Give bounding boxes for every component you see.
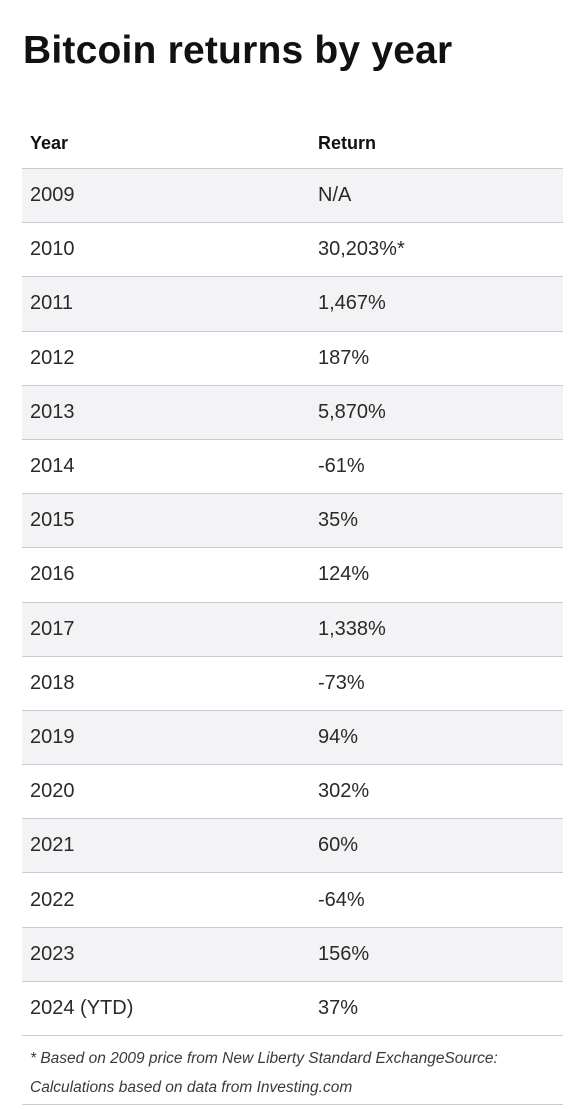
year-cell: 2024 (YTD) — [30, 996, 134, 1019]
return-cell: -73% — [318, 671, 365, 694]
table-row: 2023 156% — [22, 927, 563, 982]
return-cell: 1,338% — [318, 617, 386, 640]
year-cell: 2016 — [30, 563, 75, 586]
year-cell: 2014 — [30, 455, 75, 478]
return-cell: 35% — [318, 509, 359, 532]
return-cell: -64% — [318, 888, 365, 911]
return-cell: 30,203%* — [318, 238, 405, 261]
year-column-header: Year — [30, 132, 69, 153]
footnote: * Based on 2009 price from New Liberty S… — [30, 1050, 498, 1096]
table-row: 2015 35% — [22, 494, 563, 549]
return-cell: N/A — [318, 184, 352, 207]
return-cell: 124% — [318, 563, 370, 586]
return-cell: -61% — [318, 455, 365, 478]
year-cell: 2018 — [30, 671, 75, 694]
table-row: 2009 N/A — [22, 169, 563, 224]
table-row: 2019 94% — [22, 710, 563, 766]
table-row: 2020 302% — [22, 765, 563, 820]
year-cell: 2009 — [30, 184, 75, 207]
return-cell: 1,467% — [318, 292, 386, 315]
year-cell: 2017 — [30, 617, 75, 640]
year-cell: 2010 — [30, 238, 75, 261]
year-cell: 2013 — [30, 400, 75, 423]
table-body: 2009 N/A 2010 30,203%* 2011 1,467% 2012 187% 201… — [22, 169, 563, 1036]
year-cell: 2011 — [30, 292, 74, 315]
return-column-header: Return — [318, 132, 376, 153]
year-cell: 2012 — [30, 346, 75, 369]
table-row: 2024 (YTD) 37% — [22, 982, 563, 1036]
returns-table: Year Return 2009 N/A 2010 30,203%* 2011 1,467… — [22, 118, 563, 1036]
bottom-divider — [22, 1104, 563, 1105]
return-cell: 156% — [318, 942, 370, 965]
return-cell: 94% — [318, 725, 359, 748]
return-cell: 37% — [318, 996, 359, 1019]
table-row: 2010 30,203%* — [22, 223, 563, 278]
table-row: 2013 5,870% — [22, 385, 563, 440]
year-cell: 2022 — [30, 888, 75, 911]
table-row: 2011 1,467% — [22, 277, 563, 332]
return-cell: 60% — [318, 834, 359, 857]
return-cell: 187% — [318, 346, 370, 369]
table-header-row: Year Return — [22, 118, 563, 169]
table-row: 2018 -73% — [22, 657, 563, 711]
table-row: 2022 -64% — [22, 873, 563, 928]
return-cell: 5,870% — [318, 400, 386, 423]
year-cell: 2020 — [30, 780, 75, 803]
year-cell: 2019 — [30, 725, 75, 748]
table-row: 2012 187% — [22, 332, 563, 386]
table-row: 2014 -61% — [22, 440, 563, 495]
table-row: 2017 1,338% — [22, 602, 563, 657]
year-cell: 2023 — [30, 942, 75, 965]
year-cell: 2015 — [30, 509, 75, 532]
year-cell: 2021 — [30, 834, 75, 857]
table-row: 2021 60% — [22, 819, 563, 874]
return-cell: 302% — [318, 780, 370, 803]
table-row: 2016 124% — [22, 548, 563, 603]
page-title: Bitcoin returns by year — [23, 29, 453, 72]
